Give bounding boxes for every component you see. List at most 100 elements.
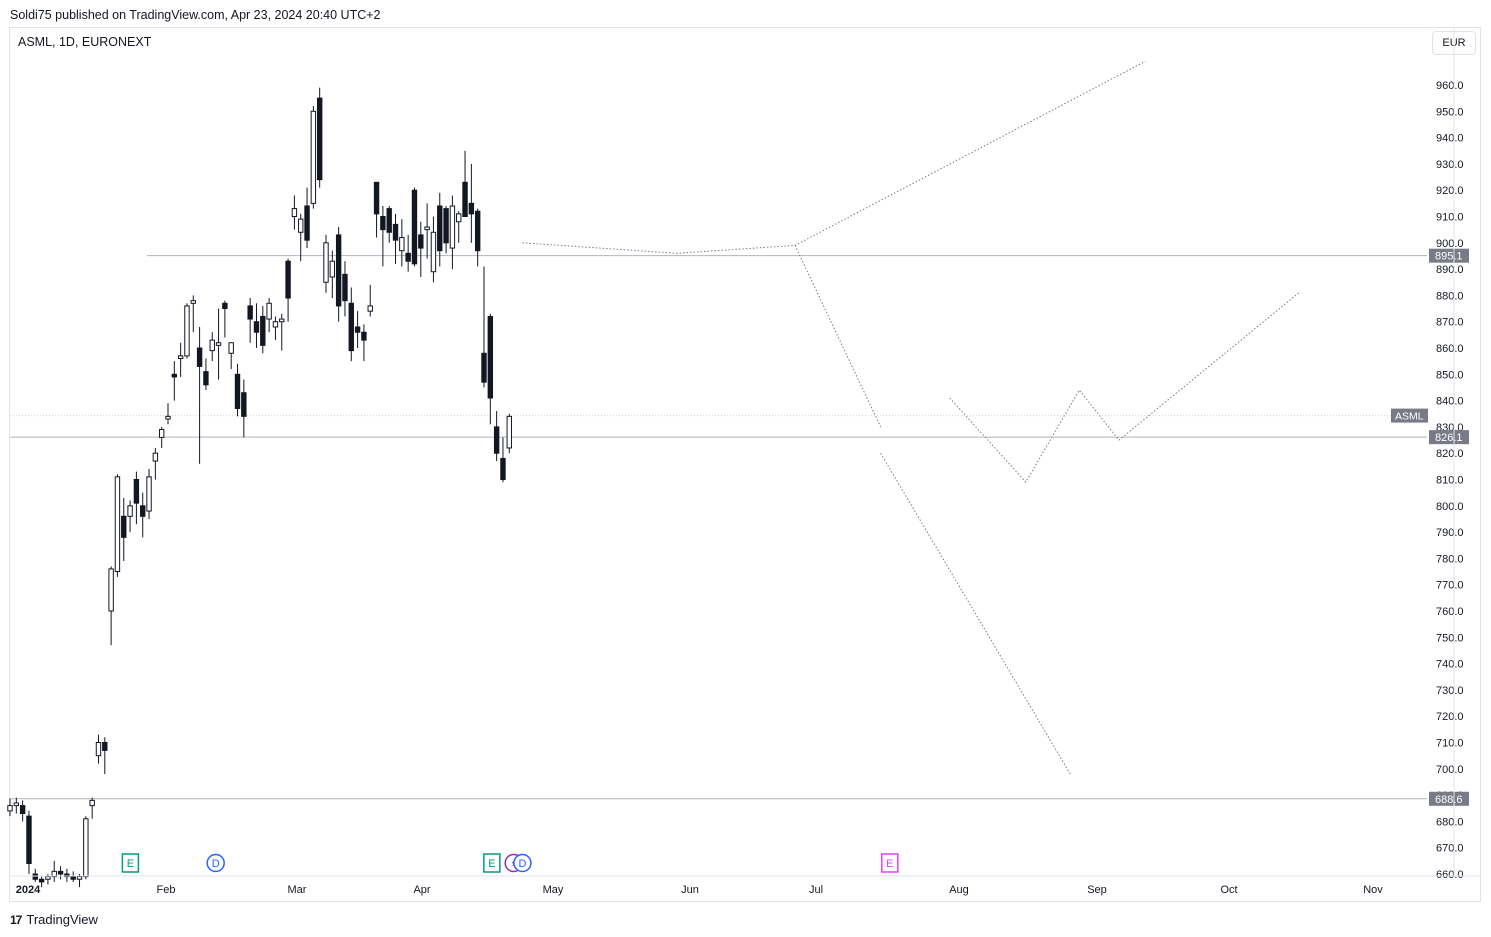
price-axis: 960.0 950.0 940.0 930.0 920.0 910.0 900.0 890.0… bbox=[1391, 80, 1469, 881]
price-tick-label: 750.0 bbox=[1436, 632, 1464, 644]
price-tick-label: 680.0 bbox=[1436, 816, 1464, 828]
candle bbox=[361, 324, 367, 362]
candle bbox=[405, 234, 411, 272]
candle bbox=[222, 300, 228, 338]
price-tick-label: 820.0 bbox=[1436, 448, 1464, 460]
candle bbox=[323, 234, 329, 293]
horizontal-lines bbox=[10, 255, 1427, 800]
candle bbox=[108, 566, 114, 646]
candle bbox=[121, 497, 127, 562]
candle bbox=[418, 221, 424, 277]
candle bbox=[399, 219, 405, 267]
candle bbox=[260, 305, 266, 354]
candle bbox=[140, 492, 146, 538]
candle bbox=[348, 287, 354, 362]
candle bbox=[146, 468, 152, 519]
dividend-marker-icon: D bbox=[206, 853, 225, 873]
candle bbox=[89, 797, 95, 819]
candle bbox=[165, 403, 171, 425]
projection-path-3 bbox=[949, 292, 1300, 483]
price-label: 688.6 bbox=[1429, 791, 1469, 806]
candle bbox=[500, 437, 506, 483]
candle bbox=[380, 205, 386, 267]
time-tick-label: Nov bbox=[1363, 884, 1383, 896]
candle bbox=[367, 284, 373, 317]
price-tick-label: 810.0 bbox=[1436, 475, 1464, 487]
price-tick-label: 940.0 bbox=[1436, 133, 1464, 145]
candle bbox=[152, 447, 159, 480]
price-tick-label: 960.0 bbox=[1436, 80, 1464, 92]
candle bbox=[26, 810, 32, 874]
price-tick-label: 930.0 bbox=[1436, 159, 1464, 171]
price-label: 826.1 bbox=[1429, 430, 1469, 445]
candle bbox=[13, 797, 20, 814]
chart-frame bbox=[9, 27, 1481, 902]
price-tick-label: 790.0 bbox=[1436, 527, 1464, 539]
candle bbox=[177, 342, 184, 377]
price-tick-label: 890.0 bbox=[1436, 264, 1464, 276]
price-tick-label: 800.0 bbox=[1436, 501, 1464, 513]
candle-series bbox=[7, 87, 512, 888]
price-tick-label: 670.0 bbox=[1436, 843, 1464, 855]
candle bbox=[114, 474, 121, 577]
time-tick-label: Apr bbox=[413, 884, 430, 896]
price-tick-label: 880.0 bbox=[1436, 290, 1464, 302]
candle bbox=[247, 298, 253, 343]
price-tick-label: 740.0 bbox=[1436, 659, 1464, 671]
price-tick-label: 660.0 bbox=[1436, 869, 1464, 881]
svg-text:E: E bbox=[488, 858, 495, 870]
candle bbox=[57, 866, 64, 880]
candle bbox=[468, 163, 475, 243]
candle bbox=[234, 363, 241, 417]
time-tick-label: Jul bbox=[809, 884, 823, 896]
tradingview-brand[interactable]: 17 TradingView bbox=[10, 912, 98, 927]
price-tick-label: 760.0 bbox=[1436, 606, 1464, 618]
price-tick-label: 840.0 bbox=[1436, 396, 1464, 408]
earnings-past-marker-icon: E bbox=[121, 853, 140, 873]
candle bbox=[493, 411, 500, 462]
price-tick-label: 900.0 bbox=[1436, 238, 1464, 250]
candle bbox=[487, 313, 494, 425]
candle bbox=[38, 876, 45, 888]
candle bbox=[127, 500, 133, 533]
price-label: 895.1 bbox=[1429, 248, 1469, 263]
earnings-past-marker-icon: E bbox=[483, 853, 501, 873]
symbol-title: ASML, 1D, EURONEXT bbox=[18, 35, 152, 49]
svg-text:E: E bbox=[127, 858, 134, 870]
candle bbox=[32, 868, 38, 882]
price-tick-label: 870.0 bbox=[1436, 317, 1464, 329]
candle bbox=[430, 216, 437, 283]
price-tick-label: 850.0 bbox=[1436, 369, 1464, 381]
candle bbox=[209, 332, 215, 362]
time-tick-label: 2024 bbox=[16, 884, 41, 896]
price-tick-label: 720.0 bbox=[1436, 711, 1464, 723]
candle bbox=[171, 361, 178, 401]
candle bbox=[102, 737, 108, 775]
candle bbox=[437, 192, 443, 267]
svg-text:826.1: 826.1 bbox=[1435, 432, 1463, 444]
candle bbox=[424, 203, 430, 259]
price-tick-label: 770.0 bbox=[1436, 580, 1464, 592]
event-markers: EDE⚡DE bbox=[121, 853, 899, 873]
candle bbox=[241, 379, 247, 438]
candle bbox=[329, 250, 336, 299]
candle bbox=[253, 303, 260, 348]
candle bbox=[335, 227, 342, 322]
tradingview-logo-icon: 17 bbox=[10, 912, 22, 927]
candle bbox=[51, 860, 57, 882]
candle bbox=[474, 208, 481, 267]
candle bbox=[158, 426, 165, 448]
candle bbox=[316, 87, 323, 188]
projection-path-0 bbox=[522, 60, 1146, 254]
price-tick-label: 860.0 bbox=[1436, 343, 1464, 355]
price-tick-label: 910.0 bbox=[1436, 212, 1464, 224]
dividend-marker-icon: D bbox=[513, 853, 532, 873]
candle bbox=[272, 316, 279, 341]
svg-text:E: E bbox=[886, 858, 893, 870]
brand-name: TradingView bbox=[26, 912, 98, 927]
candle bbox=[354, 311, 361, 348]
time-axis: 2024 Feb Mar Apr May Jun Jul Aug Sep Oct Nov bbox=[10, 28, 1481, 896]
time-tick-label: Jun bbox=[681, 884, 699, 896]
candle bbox=[298, 213, 304, 262]
